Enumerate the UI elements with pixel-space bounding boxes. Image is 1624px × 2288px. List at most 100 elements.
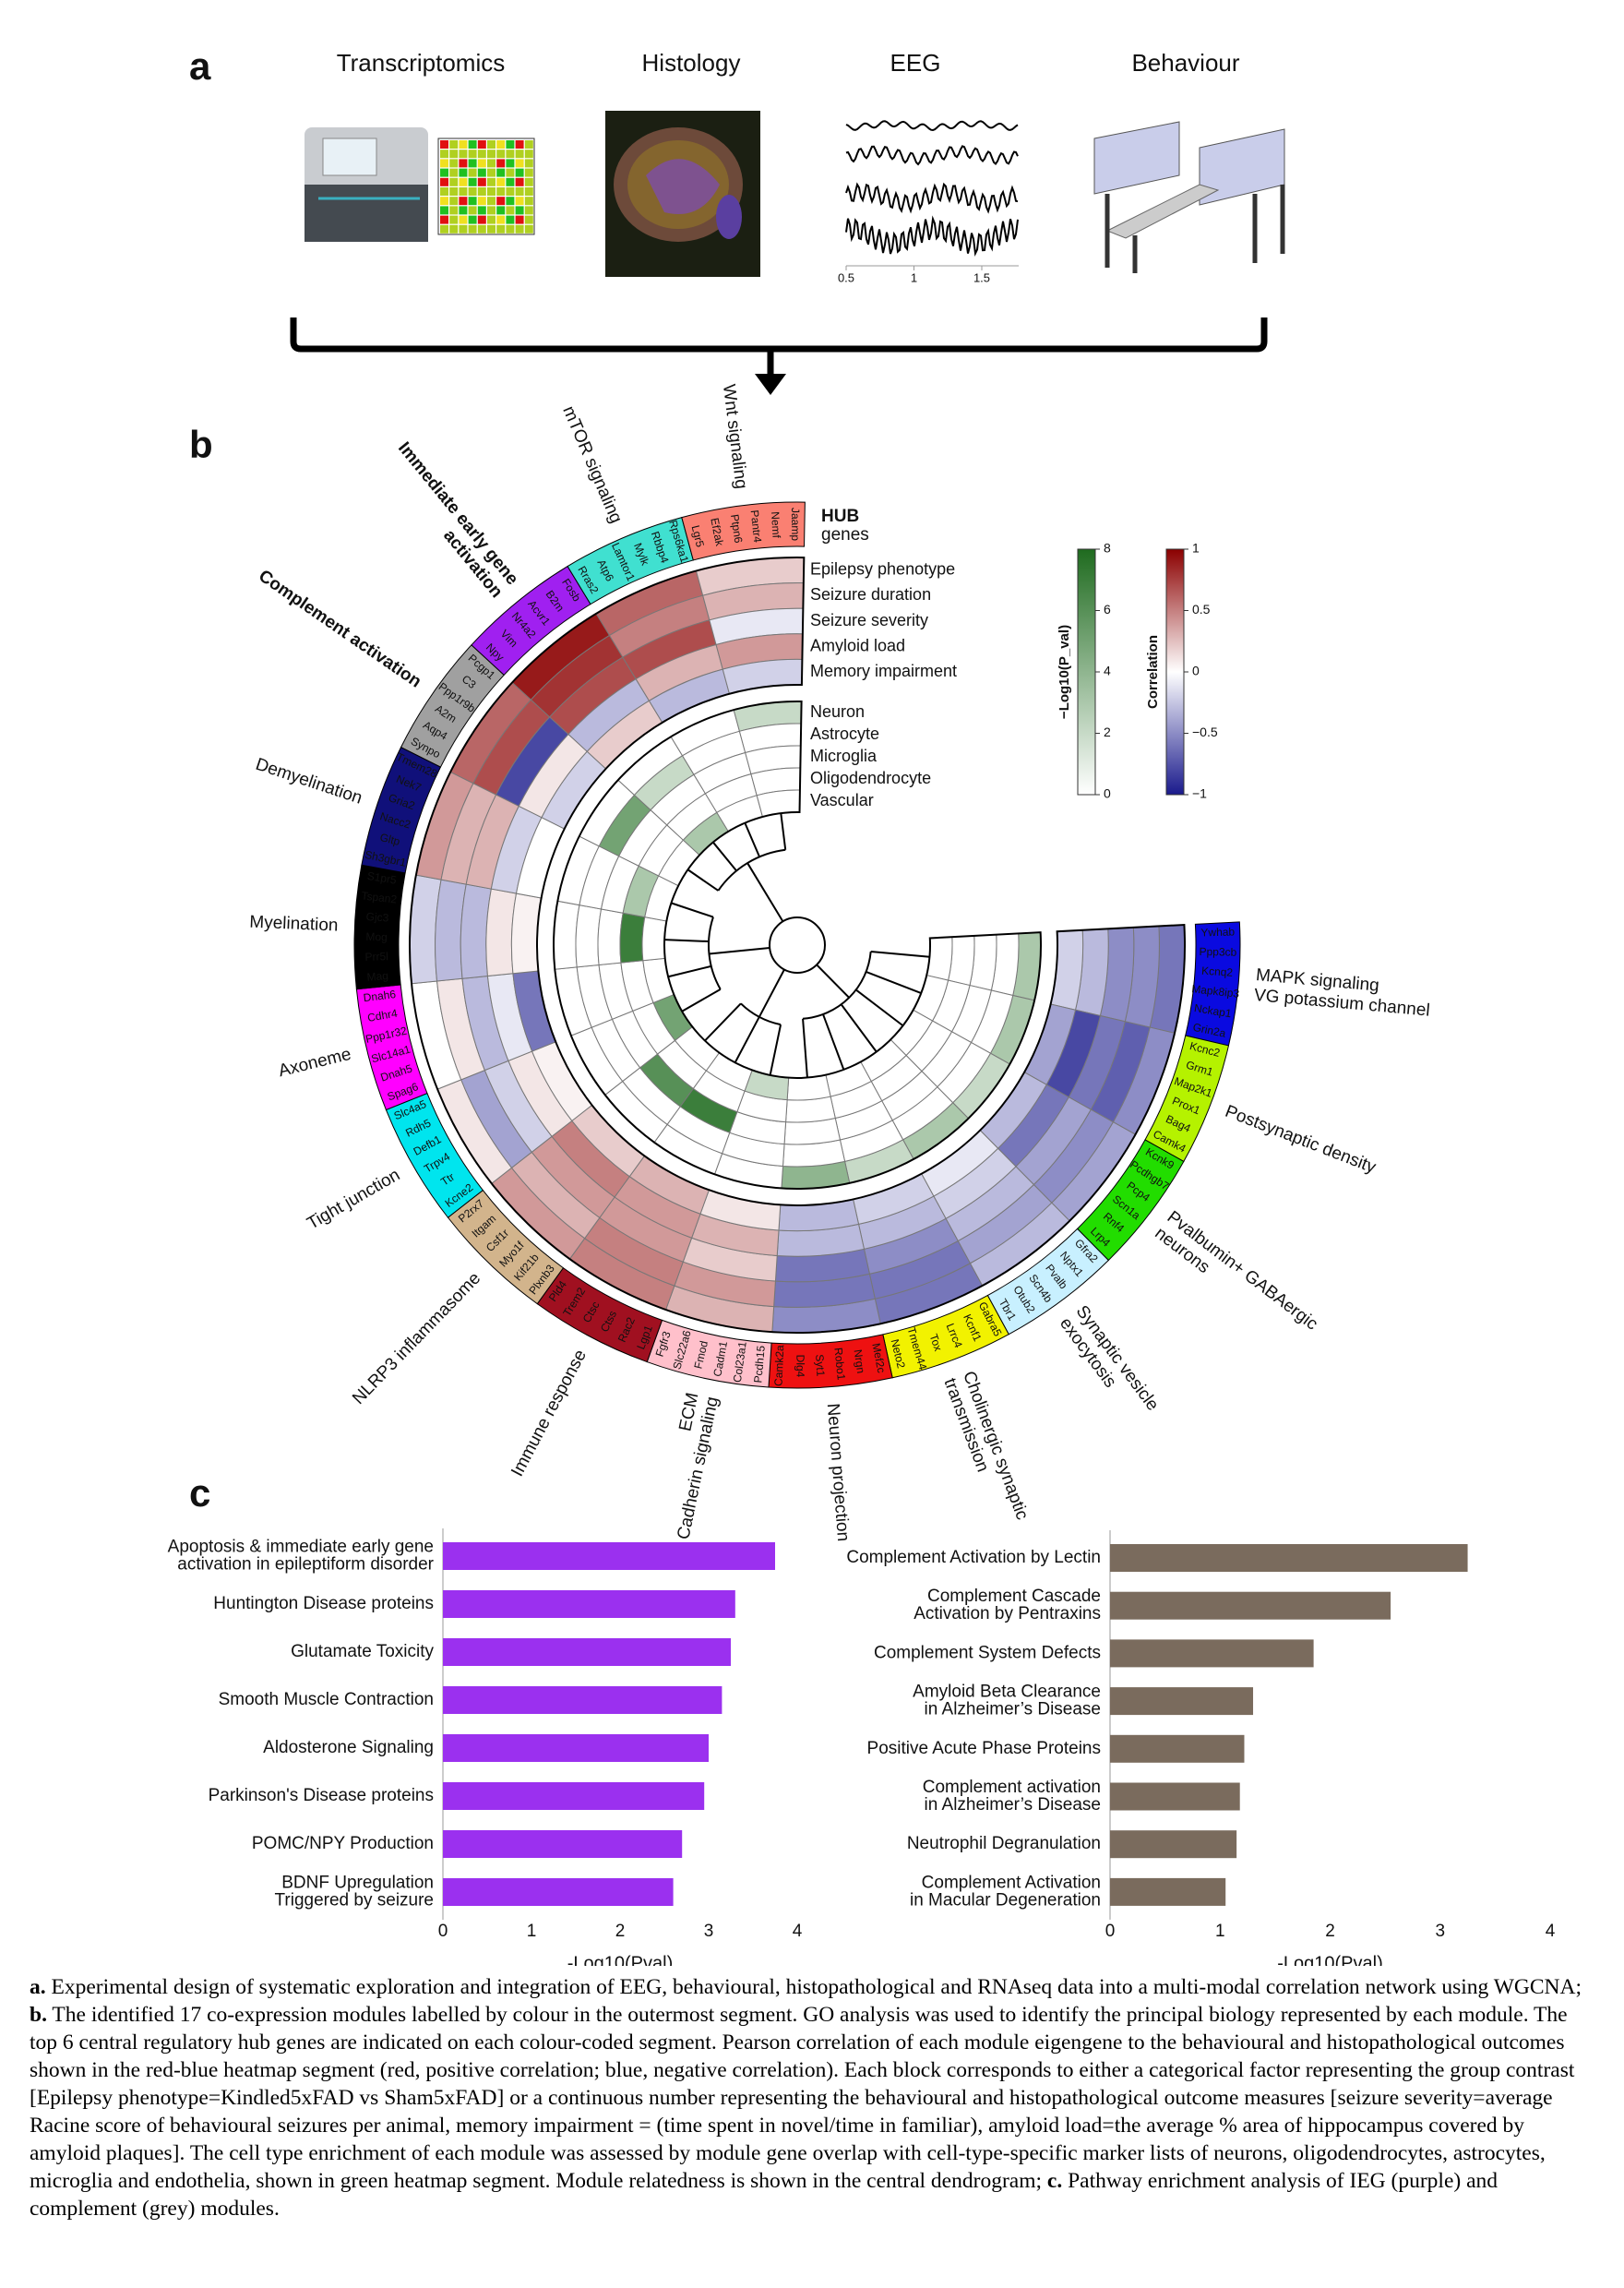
dendrogram-branch: [840, 1003, 878, 1053]
bar: [443, 1830, 683, 1858]
x-tick-label: 1: [527, 1922, 537, 1941]
array-cell: [468, 150, 477, 159]
array-cell: [440, 215, 448, 224]
x-tick-label: 4: [1546, 1922, 1556, 1941]
x-tick-label: 0: [438, 1922, 448, 1941]
eeg-tick-label: 1: [911, 270, 917, 284]
array-cell: [440, 177, 448, 186]
ring-outline: [553, 701, 1043, 1190]
array-cell: [515, 177, 524, 186]
legend-tick-label: −1: [1192, 786, 1207, 801]
array-cell: [524, 150, 533, 159]
array-cell: [487, 140, 496, 149]
array-cell: [487, 177, 496, 186]
array-cell: [440, 140, 448, 149]
category-label: BDNF Upregulation: [281, 1874, 434, 1893]
array-cell: [524, 206, 533, 215]
array-cell: [468, 187, 477, 196]
bar: [443, 1878, 674, 1906]
hub-gene: S1pr5: [366, 869, 398, 887]
hub-gene: Syt1: [813, 1354, 827, 1377]
array-cell: [449, 140, 459, 149]
caption-label: c.: [1046, 2169, 1063, 2193]
hub-gene: Robo1: [831, 1347, 847, 1381]
dendrogram-branch: [687, 868, 719, 892]
array-cell: [459, 168, 468, 177]
array-cell: [506, 140, 515, 149]
array-cell: [515, 159, 524, 168]
hub-title: HUB: [821, 507, 859, 526]
legend-title: Correlation: [1145, 635, 1161, 709]
array-cell: [487, 224, 496, 234]
array-cell: [449, 177, 459, 186]
x-axis-label: -Log10(Pval): [1277, 1953, 1383, 1966]
module-label: Complement activation: [255, 567, 424, 692]
hub-gene: Nemf: [769, 511, 783, 539]
eeg-trace: [845, 120, 1019, 132]
hub-gene: Col23a1: [731, 1340, 749, 1384]
module-label: Tight junction: [304, 1166, 403, 1234]
hub-gene: Dlg4: [794, 1355, 806, 1378]
array-cell: [524, 168, 533, 177]
array-cell: [459, 197, 468, 206]
array-cell: [524, 159, 533, 168]
hub-gene: Lgr5: [689, 524, 707, 549]
array-cell: [515, 140, 524, 149]
array-cell: [524, 224, 533, 234]
panel-label: b: [189, 423, 213, 466]
hub-gene: Ptpn6: [728, 513, 745, 544]
eeg-tick-label: 1.5: [973, 270, 990, 284]
dendrogram-branch: [681, 988, 722, 1012]
array-cell: [487, 168, 496, 177]
array-cell: [506, 187, 515, 196]
hub-gene: Ywhab: [1200, 925, 1235, 939]
array-cell: [468, 140, 477, 149]
array-cell: [440, 197, 448, 206]
dendrogram-branch: [822, 1013, 845, 1071]
method-title: EEG: [890, 49, 941, 77]
dendrogram-branch: [671, 902, 714, 918]
hub-gene: Mag: [366, 969, 388, 984]
module-label: Myelination: [249, 913, 339, 936]
correlation-row-label: Amyloid load: [810, 636, 905, 654]
category-label: Aldosterone Signaling: [263, 1738, 434, 1757]
celltype-row-label: Oligodendrocyte: [810, 769, 931, 787]
array-cell: [440, 168, 448, 177]
array-cell: [459, 224, 468, 234]
array-cell: [468, 197, 477, 206]
array-cell: [496, 224, 506, 234]
hub-gene: Pcdh15: [751, 1345, 768, 1384]
array-cell: [440, 187, 448, 196]
dendrogram-branch: [758, 969, 785, 1018]
correlation-row-label: Seizure severity: [810, 611, 928, 629]
array-cell: [496, 140, 506, 149]
method-title: Transcriptomics: [337, 49, 506, 77]
hub-gene: Kcnq2: [1201, 964, 1234, 979]
dendrogram-branch: [664, 939, 710, 943]
sequencer-icon: [304, 127, 428, 242]
category-label: Triggered by seizure: [275, 1891, 434, 1911]
hub-gene: Pantr4: [748, 509, 764, 544]
array-cell: [440, 150, 448, 159]
microarray-icon: [437, 138, 535, 235]
category-label: activation in epileptiform disorder: [177, 1555, 434, 1575]
array-cell: [515, 215, 524, 224]
array-cell: [477, 206, 486, 215]
correlation-row-label: Epilepsy phenotype: [810, 560, 955, 579]
bar: [1110, 1877, 1226, 1906]
array-cell: [459, 215, 468, 224]
dendrogram-branch: [712, 841, 737, 872]
dendrogram-branch: [769, 1024, 782, 1076]
array-cell: [487, 215, 496, 224]
category-label: Positive Acute Phase Proteins: [867, 1739, 1101, 1758]
bar: [1110, 1591, 1391, 1620]
module-label: Pvalbumin+ GABAergic: [1164, 1207, 1321, 1334]
array-cell: [468, 215, 477, 224]
array-cell: [477, 168, 486, 177]
dendrogram-branch: [744, 822, 760, 857]
array-cell: [506, 177, 515, 186]
array-cell: [468, 177, 477, 186]
correlation-row-label: Memory impairment: [810, 662, 957, 680]
module-segment: [681, 501, 806, 561]
x-tick-label: 3: [1435, 1922, 1445, 1941]
